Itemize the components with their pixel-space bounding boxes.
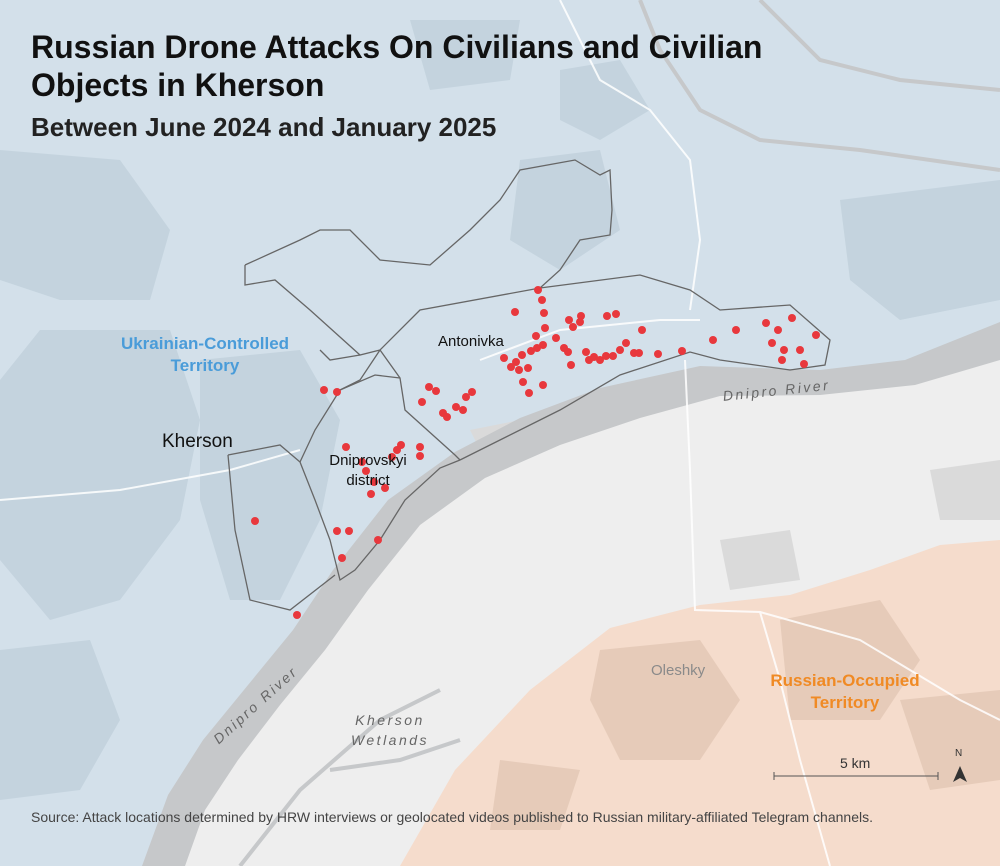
attack-marker xyxy=(540,309,548,317)
antonivka-label: Antonivka xyxy=(438,333,504,350)
attack-marker xyxy=(541,324,549,332)
attack-marker xyxy=(462,393,470,401)
attack-marker xyxy=(338,554,346,562)
attack-marker xyxy=(333,388,341,396)
urban-areas-ukraine xyxy=(0,20,1000,800)
attack-marker xyxy=(362,467,370,475)
map-title: Russian Drone Attacks On Civilians and C… xyxy=(31,29,763,103)
attack-marker xyxy=(443,413,451,421)
attack-marker xyxy=(539,381,547,389)
attack-marker xyxy=(367,490,375,498)
source-note: Source: Attack locations determined by H… xyxy=(31,809,873,825)
attack-marker xyxy=(569,323,577,331)
attack-marker xyxy=(393,446,401,454)
attack-marker xyxy=(552,334,560,342)
scale-bar xyxy=(773,772,939,780)
attack-marker xyxy=(518,351,526,359)
attack-marker xyxy=(539,341,547,349)
dniprovskyi-district-label: Dniprovskyi district xyxy=(329,452,407,489)
ukrainian-territory-label: Ukrainian-Controlled Territory xyxy=(120,334,290,375)
attack-marker xyxy=(342,443,350,451)
attack-marker xyxy=(654,350,662,358)
russian-territory-label: Russian-Occupied Territory xyxy=(770,671,920,712)
north-label: N xyxy=(955,748,963,759)
attack-marker xyxy=(762,319,770,327)
attack-marker xyxy=(515,366,523,374)
scale-bar-label: 5 km xyxy=(840,755,871,771)
attack-marker xyxy=(519,378,527,386)
attack-marker xyxy=(709,336,717,344)
attack-markers xyxy=(251,286,820,619)
attack-marker xyxy=(774,326,782,334)
attack-marker xyxy=(780,346,788,354)
attack-marker xyxy=(612,310,620,318)
oleshky-label: Oleshky xyxy=(651,662,706,679)
kherson-city-label: Kherson xyxy=(162,431,233,452)
attack-marker xyxy=(524,364,532,372)
attack-marker xyxy=(788,314,796,322)
attack-marker xyxy=(500,354,508,362)
attack-marker xyxy=(358,458,366,466)
attack-marker xyxy=(416,443,424,451)
attack-marker xyxy=(596,356,604,364)
attack-marker xyxy=(567,361,575,369)
attack-marker xyxy=(616,346,624,354)
attack-marker xyxy=(778,356,786,364)
attack-marker xyxy=(527,347,535,355)
attack-marker xyxy=(452,403,460,411)
attack-marker xyxy=(432,387,440,395)
attack-marker xyxy=(507,363,515,371)
attack-marker xyxy=(590,353,598,361)
attack-marker xyxy=(538,296,546,304)
kherson-wetlands-label: Kherson Wetlands xyxy=(350,712,430,748)
urban-areas-russia xyxy=(490,600,1000,830)
attack-marker xyxy=(459,406,467,414)
attack-marker xyxy=(638,326,646,334)
attack-marker xyxy=(511,308,519,316)
attack-marker xyxy=(533,344,541,352)
attack-marker xyxy=(425,383,433,391)
attack-marker xyxy=(418,398,426,406)
attack-marker xyxy=(333,527,341,535)
attack-marker xyxy=(576,318,584,326)
attack-marker xyxy=(796,346,804,354)
attack-marker xyxy=(512,358,520,366)
attack-marker xyxy=(416,452,424,460)
attack-marker xyxy=(635,349,643,357)
attack-marker xyxy=(678,347,686,355)
attack-marker xyxy=(609,352,617,360)
attack-marker xyxy=(603,312,611,320)
river-branches xyxy=(238,0,1000,866)
attack-marker xyxy=(812,331,820,339)
attack-marker xyxy=(532,332,540,340)
attack-marker xyxy=(768,339,776,347)
attack-marker xyxy=(388,453,396,461)
attack-marker xyxy=(370,478,378,486)
attack-marker xyxy=(622,339,630,347)
attack-marker xyxy=(525,389,533,397)
attack-marker xyxy=(468,388,476,396)
dnipro-river xyxy=(142,322,1000,866)
attack-marker xyxy=(251,517,259,525)
attack-marker xyxy=(293,611,301,619)
attack-marker xyxy=(582,348,590,356)
attack-marker xyxy=(564,348,572,356)
attack-marker xyxy=(800,360,808,368)
district-boundaries xyxy=(227,159,831,611)
attack-marker xyxy=(565,316,573,324)
attack-marker xyxy=(374,536,382,544)
attack-marker xyxy=(381,484,389,492)
north-arrow-icon xyxy=(953,766,967,782)
attack-marker xyxy=(345,527,353,535)
attack-marker xyxy=(602,352,610,360)
map-subtitle: Between June 2024 and January 2025 xyxy=(31,112,497,142)
attack-marker xyxy=(732,326,740,334)
attack-marker xyxy=(320,386,328,394)
attack-marker xyxy=(534,286,542,294)
attack-marker xyxy=(577,312,585,320)
